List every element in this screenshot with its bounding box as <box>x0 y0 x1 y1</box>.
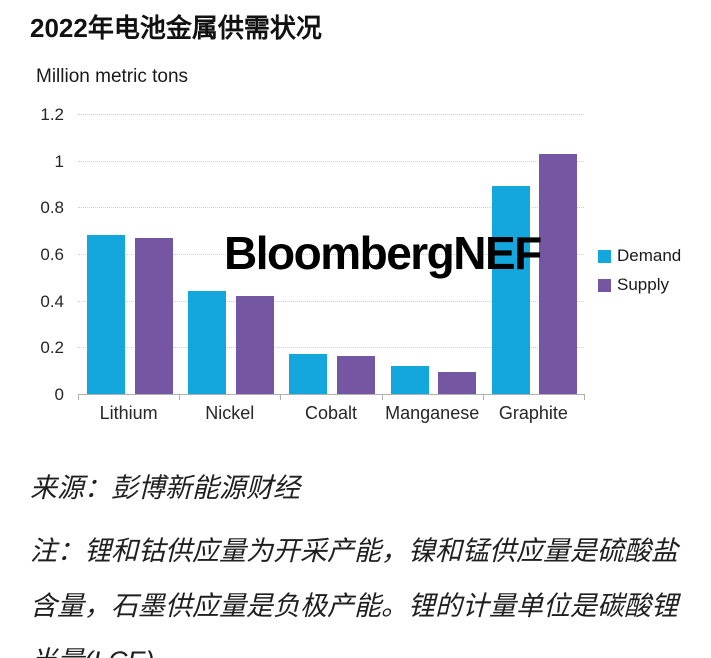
y-tick-label-0.6: 0.6 <box>40 245 64 264</box>
x-tick-label-graphite: Graphite <box>498 403 568 423</box>
legend-label-supply: Supply <box>617 275 669 294</box>
x-axis-line <box>78 394 585 395</box>
x-tick-label-manganese: Manganese <box>385 403 480 423</box>
gridline-0.8 <box>78 207 584 209</box>
x-axis-tick <box>78 395 79 400</box>
y-tick-label-0.4: 0.4 <box>40 291 64 311</box>
y-axis-unit-label: Million metric tons <box>36 66 189 87</box>
legend-label-demand: Demand <box>617 246 682 265</box>
gridline-0.2 <box>78 347 584 349</box>
bar-demand-cobalt <box>289 354 328 394</box>
y-tick-label-1.2: 1.2 <box>40 105 64 124</box>
y-tick-label-1: 1 <box>54 151 64 171</box>
legend-item-demand: Demand <box>598 246 681 266</box>
x-axis-tick <box>584 395 585 400</box>
gridline-0.6 <box>78 254 584 255</box>
supply-color-swatch <box>598 278 611 292</box>
chart-legend: Demand Supply <box>598 246 681 304</box>
bar-demand-nickel <box>188 291 227 394</box>
bloombergnef-watermark: BloombergNEF <box>224 227 542 279</box>
gridline-1.2 <box>78 114 584 115</box>
y-tick-label-0.8: 0.8 <box>40 198 64 218</box>
demand-color-swatch <box>598 249 611 263</box>
y-tick-label-0: 0 <box>54 385 64 404</box>
gridline-1 <box>78 160 584 162</box>
source-line: 来源：彭博新能源财经 <box>30 473 300 503</box>
bar-supply-graphite <box>539 153 578 394</box>
gridline-0.4 <box>78 300 584 302</box>
y-tick-label-0.2: 0.2 <box>40 338 64 358</box>
bar-demand-lithium <box>87 235 125 394</box>
bar-demand-manganese <box>390 366 429 394</box>
x-axis-tick <box>179 395 181 400</box>
x-tick-label-nickel: Nickel <box>205 403 255 423</box>
legend-item-supply: Supply <box>598 275 681 295</box>
bar-supply-cobalt <box>336 355 375 394</box>
x-axis-tick <box>381 395 383 400</box>
bar-supply-nickel <box>235 296 274 394</box>
chart-title: 2022年电池金属供需状况 <box>30 13 322 43</box>
note-paragraph: 注：锂和钴供应量为开采产能，镍和锰供应量是硫酸盐含量，石墨供应量是负极产能。锂的… <box>30 536 678 658</box>
bar-supply-manganese <box>438 371 477 394</box>
bar-demand-graphite <box>491 186 530 394</box>
x-axis-tick <box>482 395 484 400</box>
x-tick-label-cobalt: Cobalt <box>304 403 357 423</box>
bar-supply-lithium <box>134 237 173 394</box>
x-tick-label-lithium: Lithium <box>99 403 158 423</box>
x-axis-tick <box>280 395 282 400</box>
